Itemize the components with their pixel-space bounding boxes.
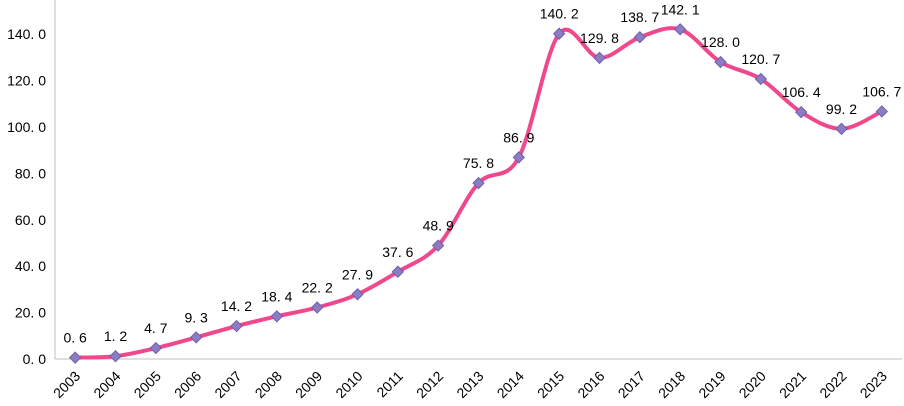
data-point-marker xyxy=(68,351,82,364)
x-tick-label: 2012 xyxy=(413,368,446,401)
y-tick-label: 80. 0 xyxy=(15,165,46,181)
data-label: 129. 8 xyxy=(580,30,619,46)
y-tick-label: 0. 0 xyxy=(23,351,47,367)
data-label: 14. 2 xyxy=(221,298,252,314)
data-point-marker xyxy=(109,350,122,363)
y-tick-label: 60. 0 xyxy=(15,212,46,228)
data-label: 0. 6 xyxy=(63,330,87,346)
data-point-marker xyxy=(472,176,485,190)
x-tick-label: 2007 xyxy=(211,368,244,401)
data-point-marker xyxy=(754,72,768,86)
x-tick-label: 2009 xyxy=(292,368,325,401)
x-axis-tick-labels: 2003 2004 2005 2006 2007 2008 2009 2010 2011 2012… xyxy=(50,368,890,401)
x-tick-label: 2019 xyxy=(695,368,728,401)
data-point-marker xyxy=(593,51,606,65)
x-tick-label: 2013 xyxy=(453,368,486,401)
data-point-marker xyxy=(431,239,445,252)
series-line xyxy=(73,26,884,360)
data-point-marker xyxy=(391,265,405,278)
data-point-marker xyxy=(270,310,284,323)
series-group xyxy=(73,26,884,360)
data-label: 120. 7 xyxy=(741,51,780,67)
data-label: 37. 6 xyxy=(382,244,413,260)
x-tick-label: 2015 xyxy=(534,368,567,401)
y-tick-label: 120. 0 xyxy=(7,73,46,89)
data-point-marker xyxy=(189,331,203,344)
data-label: 86. 9 xyxy=(503,129,534,145)
data-point-marker xyxy=(552,27,566,40)
x-tick-label: 2014 xyxy=(494,368,527,401)
data-point-marker xyxy=(149,341,163,355)
x-tick-label: 2006 xyxy=(171,368,204,401)
data-point-marker xyxy=(714,55,727,69)
data-label: 48. 9 xyxy=(423,218,454,234)
data-label: 99. 2 xyxy=(826,101,857,117)
data-label: 4. 7 xyxy=(144,320,168,336)
x-tick-label: 2021 xyxy=(776,368,809,401)
x-tick-label: 2016 xyxy=(574,368,607,401)
y-tick-label: 140. 0 xyxy=(7,26,46,42)
x-tick-label: 2022 xyxy=(816,368,849,401)
data-point-marker xyxy=(230,319,243,333)
axes xyxy=(54,0,902,360)
data-point-marker xyxy=(633,31,647,44)
data-label: 138. 7 xyxy=(620,9,659,25)
y-tick-label: 20. 0 xyxy=(15,305,46,321)
x-tick-label: 2017 xyxy=(615,368,648,401)
data-label: 18. 4 xyxy=(261,288,292,304)
x-tick-label: 2005 xyxy=(131,368,164,401)
data-label: 1. 2 xyxy=(104,328,128,344)
y-tick-label: 40. 0 xyxy=(15,258,46,274)
y-axis-tick-labels: 0. 0 20. 0 40. 0 60. 0 80. 0 100. 0 120. 0 140.… xyxy=(7,26,46,367)
data-point-marker xyxy=(351,288,364,301)
data-labels: 0. 6 1. 2 4. 7 9. 3 14. 2 18. 4 22. 2 27. 9 37. … xyxy=(63,1,901,345)
x-tick-label: 2011 xyxy=(373,368,406,401)
x-tick-label: 2008 xyxy=(252,368,285,401)
x-tick-label: 2010 xyxy=(332,368,365,401)
x-tick-label: 2023 xyxy=(857,368,890,401)
data-markers xyxy=(68,23,889,364)
data-label: 106. 7 xyxy=(862,83,901,99)
data-point-marker xyxy=(310,301,324,314)
data-label: 22. 2 xyxy=(302,279,333,295)
data-label: 142. 1 xyxy=(661,1,700,17)
x-tick-label: 2018 xyxy=(655,368,688,401)
data-label: 9. 3 xyxy=(184,309,208,325)
x-tick-label: 2003 xyxy=(50,368,83,401)
data-point-marker xyxy=(512,151,526,164)
data-point-marker xyxy=(794,105,808,119)
data-label: 75. 8 xyxy=(463,155,494,171)
y-tick-label: 100. 0 xyxy=(7,119,46,135)
data-point-marker xyxy=(835,122,848,136)
data-label: 106. 4 xyxy=(782,84,821,100)
x-tick-label: 2004 xyxy=(90,368,123,401)
data-label: 128. 0 xyxy=(701,34,740,50)
x-tick-label: 2020 xyxy=(736,368,769,401)
data-point-marker xyxy=(875,105,889,118)
data-point-marker xyxy=(673,23,687,36)
data-label: 140. 2 xyxy=(540,6,579,22)
data-label: 27. 9 xyxy=(342,266,373,282)
